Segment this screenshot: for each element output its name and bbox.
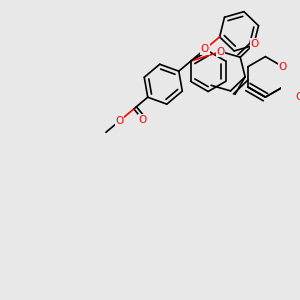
Text: O: O	[217, 46, 225, 57]
Text: O: O	[116, 116, 124, 126]
Text: O: O	[250, 39, 259, 49]
Text: O: O	[296, 92, 300, 102]
Text: O: O	[139, 115, 147, 125]
Text: O: O	[279, 62, 287, 72]
Text: O: O	[201, 44, 209, 54]
